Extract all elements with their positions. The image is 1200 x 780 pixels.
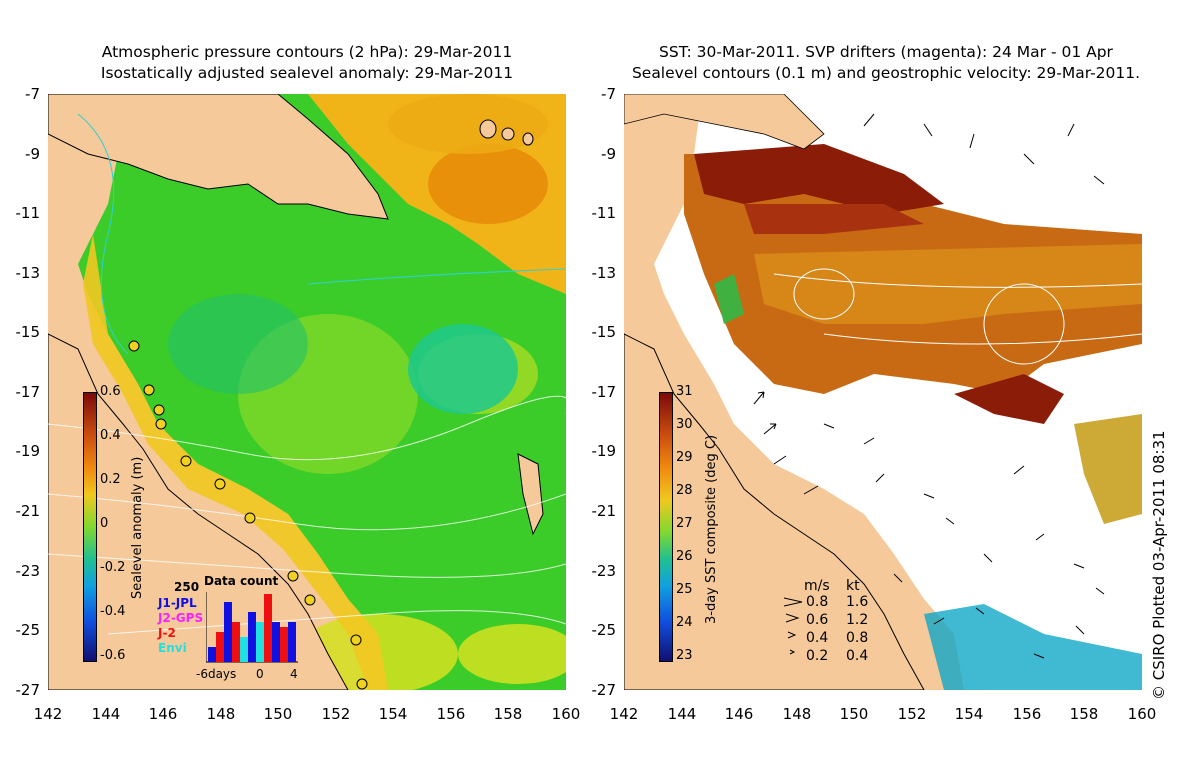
sst-colorbar-tick: 28 — [676, 483, 693, 498]
legend-j2-gps: J2-GPS — [158, 611, 204, 625]
sst-colorbar-tick: 25 — [676, 582, 693, 597]
sla-colorbar-tick: -0.2 — [100, 560, 126, 575]
right-xtick: 152 — [897, 705, 927, 723]
sst-colorbar-tick: 29 — [676, 450, 693, 465]
left-title-line2: Isostatically adjusted sealevel anomaly:… — [100, 64, 514, 82]
sla-colorbar-tick: 0.2 — [100, 472, 121, 487]
left-ytick: -17 — [15, 383, 41, 401]
left-ytick: -27 — [15, 681, 41, 699]
left-ytick: -21 — [15, 502, 41, 520]
data-count-title: Data count — [204, 574, 279, 588]
right-title-line1: SST: 30-Mar-2011. SVP drifters (magenta)… — [659, 43, 1113, 61]
left-xtick: 142 — [33, 705, 63, 723]
png-landmass — [48, 94, 389, 220]
left-xtick: 146 — [148, 705, 178, 723]
right-ytick: -13 — [591, 264, 617, 282]
sla-colorbar-tick: 0 — [100, 516, 109, 531]
sla-colorbar-label: Sealevel anomaly (m) — [130, 456, 145, 599]
left-ytick: -23 — [15, 562, 41, 580]
sla-colorbar-tick: 0.6 — [100, 384, 121, 399]
right-ytick: -15 — [591, 323, 617, 341]
speed-legend-kt: 0.8 — [846, 630, 869, 646]
sst-map — [624, 94, 1142, 690]
right-xtick: 158 — [1069, 705, 1099, 723]
left-xtick: 152 — [321, 705, 351, 723]
speed-legend-ms: 0.4 — [806, 630, 829, 646]
geostrophic-velocity-arrows — [753, 113, 1105, 659]
data-count-xtick: 4 — [290, 667, 298, 681]
left-xtick: 158 — [493, 705, 523, 723]
left-ytick: -13 — [15, 264, 41, 282]
sst-colorbar-tick: 24 — [676, 615, 693, 630]
sst-colorbar-tick: 30 — [676, 417, 693, 432]
right-xtick: 148 — [782, 705, 812, 723]
speed-legend-arrows — [783, 597, 803, 655]
sst-map-panel[interactable]: 31 30 29 28 27 26 25 24 23 3-day SST com… — [624, 94, 1142, 690]
sst-colorbar-tick: 26 — [676, 549, 693, 564]
legend-j-2: J-2 — [158, 626, 176, 640]
sla-colorbar — [83, 392, 97, 662]
sla-colorbar-tick: -0.6 — [100, 648, 126, 663]
speed-legend-header-kt: kt — [846, 578, 860, 594]
speed-legend-ms: 0.8 — [806, 594, 829, 610]
sst-colorbar — [659, 392, 673, 662]
australia-landmass — [624, 333, 925, 690]
left-xtick: 144 — [91, 705, 121, 723]
sla-map — [48, 94, 566, 690]
right-xtick: 146 — [724, 705, 754, 723]
left-xtick: 154 — [378, 705, 408, 723]
right-xtick: 142 — [609, 705, 639, 723]
sla-map-panel[interactable]: 0.6 0.4 0.2 0 -0.2 -0.4 -0.6 Sealevel an… — [48, 94, 566, 690]
right-title-line2: Sealevel contours (0.1 m) and geostrophi… — [631, 64, 1141, 82]
right-xtick: 156 — [1012, 705, 1042, 723]
right-ytick: -27 — [591, 681, 617, 699]
speed-legend-kt: 0.4 — [846, 648, 869, 664]
right-xtick: 150 — [839, 705, 869, 723]
sst-colorbar-tick: 23 — [676, 648, 693, 663]
data-count-xtick: 0 — [256, 667, 264, 681]
left-ytick: -15 — [15, 323, 41, 341]
right-xtick: 160 — [1127, 705, 1157, 723]
data-count-histogram — [206, 592, 298, 663]
right-ytick: -25 — [591, 621, 617, 639]
sst-hot-patch — [694, 144, 944, 214]
data-count-xtick: -6days — [196, 667, 237, 681]
left-ytick: -19 — [15, 442, 41, 460]
tide-gauge-markers — [128, 340, 368, 690]
speed-legend-kt: 1.6 — [846, 594, 869, 610]
legend-j1-jpl: J1-JPL — [158, 596, 197, 610]
sla-coastal-band — [83, 234, 388, 690]
sst-colorbar-tick: 27 — [676, 516, 693, 531]
right-ytick: -7 — [601, 85, 616, 103]
left-ytick: -7 — [25, 85, 40, 103]
left-xtick: 150 — [263, 705, 293, 723]
right-ytick: -21 — [591, 502, 617, 520]
right-xtick: 144 — [667, 705, 697, 723]
sst-colorbar-label: 3-day SST composite (deg C) — [704, 434, 719, 624]
left-xtick: 148 — [206, 705, 236, 723]
right-ytick: -11 — [591, 204, 617, 222]
right-ytick: -9 — [601, 145, 616, 163]
sst-colorbar-tick: 31 — [676, 384, 693, 399]
australia-landmass — [48, 333, 349, 690]
right-ytick: -19 — [591, 442, 617, 460]
speed-legend-ms: 0.2 — [806, 648, 829, 664]
speed-legend-ms: 0.6 — [806, 612, 829, 628]
left-ytick: -9 — [25, 145, 40, 163]
data-count-ymax: 250 — [174, 580, 200, 594]
left-ytick: -11 — [15, 204, 41, 222]
right-ytick: -23 — [591, 562, 617, 580]
right-ytick: -17 — [591, 383, 617, 401]
speed-legend-header-ms: m/s — [804, 578, 830, 594]
speed-legend-kt: 1.2 — [846, 612, 869, 628]
left-title-line1: Atmospheric pressure contours (2 hPa): 2… — [101, 43, 513, 61]
left-ytick: -25 — [15, 621, 41, 639]
left-xtick: 156 — [436, 705, 466, 723]
sla-colorbar-tick: 0.4 — [100, 428, 121, 443]
left-xtick: 160 — [551, 705, 581, 723]
legend-envi: Envi — [158, 641, 187, 655]
right-xtick: 154 — [954, 705, 984, 723]
sla-colorbar-tick: -0.4 — [100, 604, 126, 619]
copyright-label: © CSIRO Plotted 03-Apr-2011 08:31 — [1150, 430, 1168, 700]
